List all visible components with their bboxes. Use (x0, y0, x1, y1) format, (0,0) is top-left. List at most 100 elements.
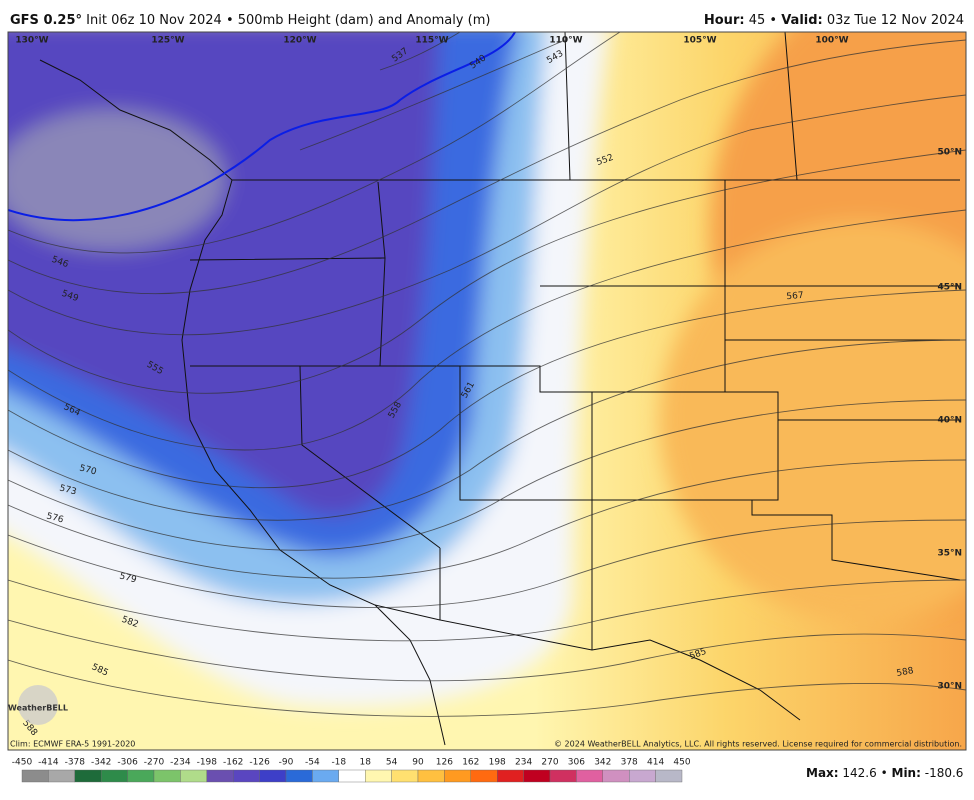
map-frame (7, 31, 967, 751)
colorbar-label: 126 (436, 758, 453, 768)
longitude-label: 105°W (683, 36, 716, 46)
colorbar-swatch (312, 769, 339, 783)
stats: Max: 142.6 • Min: -180.6 (806, 766, 963, 780)
longitude-label: 100°W (815, 36, 848, 46)
colorbar-swatch (417, 769, 445, 783)
separator: • (881, 766, 888, 780)
colorbar-swatch (232, 769, 260, 783)
colorbar-swatch (549, 769, 577, 783)
valid-label: Valid: (781, 13, 823, 28)
latitude-label: 30°N (937, 682, 962, 692)
colorbar-label: 342 (594, 758, 611, 768)
colorbar-swatch (602, 769, 630, 783)
colorbar-label: 18 (359, 758, 371, 768)
colorbar-label: -126 (249, 758, 270, 768)
contour-540 (8, 32, 516, 222)
negative-anomaly (8, 110, 225, 250)
colorbar-label: 306 (568, 758, 585, 768)
border (564, 32, 798, 181)
colorbar-swatch (655, 769, 683, 783)
separator: • (769, 13, 777, 28)
colorbar-swatch (497, 769, 524, 783)
colorbar-label: 450 (673, 758, 690, 768)
latitude-label: 35°N (937, 549, 962, 559)
hour-label: Hour: (704, 13, 745, 28)
colorbar-label: -450 (12, 758, 33, 768)
colorbar-swatch (48, 769, 76, 783)
colorbar-label: -270 (144, 758, 165, 768)
borders (39, 32, 961, 746)
latitude-label: 50°N (937, 148, 962, 158)
colorbar-swatch (100, 769, 128, 783)
model: GFS 0.25° (10, 13, 82, 28)
colorbar-swatch (21, 769, 49, 783)
min: -180.6 (925, 766, 964, 780)
colorbar-swatch (523, 769, 551, 783)
colorbar-swatch (285, 769, 313, 783)
state-borders (189, 180, 961, 721)
colorbar-swatch (153, 769, 181, 783)
colorbar-label: -342 (91, 758, 111, 768)
colorbar-label: -234 (170, 758, 191, 768)
header-left: GFS 0.25° Init 06z 10 Nov 2024 • 500mb H… (10, 13, 490, 28)
copyright: © 2024 WeatherBELL Analytics, LLC. All r… (554, 740, 962, 749)
colorbar-label: 90 (412, 758, 424, 768)
colorbar-label: -54 (305, 758, 320, 768)
longitude-label: 130°W (15, 36, 48, 46)
colorbar-swatch (338, 769, 366, 783)
colorbar-label: -90 (279, 758, 294, 768)
valid: 03z Tue 12 Nov 2024 (827, 13, 964, 28)
colorbar-swatch (206, 769, 234, 783)
longitude-label: 120°W (283, 36, 316, 46)
contour-label: 576 (45, 511, 64, 525)
colorbar-label: 54 (386, 758, 398, 768)
colorbar-label: -162 (223, 758, 243, 768)
logo-mark (18, 685, 58, 725)
max-label: Max: (806, 766, 839, 780)
header-right: Hour: 45 • Valid: 03z Tue 12 Nov 2024 (704, 13, 964, 28)
longitude-label: 115°W (415, 36, 448, 46)
min-label: Min: (892, 766, 921, 780)
colorbar-swatch (470, 769, 498, 783)
colorbar-label: 414 (647, 758, 664, 768)
colorbar-label: 378 (621, 758, 638, 768)
contour-label: 570 (78, 463, 97, 477)
colorbar-swatch (365, 769, 392, 783)
colorbar-label: -378 (65, 758, 86, 768)
longitude-label: 125°W (151, 36, 184, 46)
colorbar-swatch (259, 769, 287, 783)
colorbar-swatch (180, 769, 207, 783)
description: Init 06z 10 Nov 2024 • 500mb Height (dam… (86, 13, 490, 28)
colorbar-label: -198 (197, 758, 218, 768)
colorbar-swatch (391, 769, 419, 783)
colorbar-label: 270 (541, 758, 558, 768)
contour-label: 573 (58, 483, 77, 497)
max: 142.6 (842, 766, 876, 780)
colorbar-swatch (127, 769, 155, 783)
colorbar-label: 198 (489, 758, 506, 768)
latitude-label: 40°N (937, 416, 962, 426)
climatology: Clim: ECMWF ERA-5 1991-2020 (10, 740, 135, 749)
colorbar-label: 234 (515, 758, 532, 768)
contours (8, 32, 966, 717)
colorbar-swatch (444, 769, 471, 783)
colorbar-label: -414 (38, 758, 59, 768)
anomaly-field (8, 32, 966, 708)
colorbar-swatch (74, 769, 102, 783)
contour-label: 579 (118, 571, 137, 585)
contour-label: 588 (896, 666, 915, 679)
colorbar-swatch (629, 769, 656, 783)
colorbar-swatch (576, 769, 604, 783)
latitude-label: 45°N (937, 283, 962, 293)
colorbar-label: 162 (462, 758, 479, 768)
contour-label: 567 (786, 291, 804, 302)
colorbar-label: -306 (117, 758, 138, 768)
colorbar-label: -18 (331, 758, 346, 768)
logo: WeatherBELL (8, 704, 68, 713)
colorbar: -450 -414 -378 -342 -306 -270 -234 -198 -162 -126… (12, 758, 691, 783)
map: 130°W 125°W 120°W 115°W 110°W 105°W 100°… (8, 32, 966, 750)
longitude-label: 110°W (549, 36, 582, 46)
hour: 45 (749, 13, 766, 28)
